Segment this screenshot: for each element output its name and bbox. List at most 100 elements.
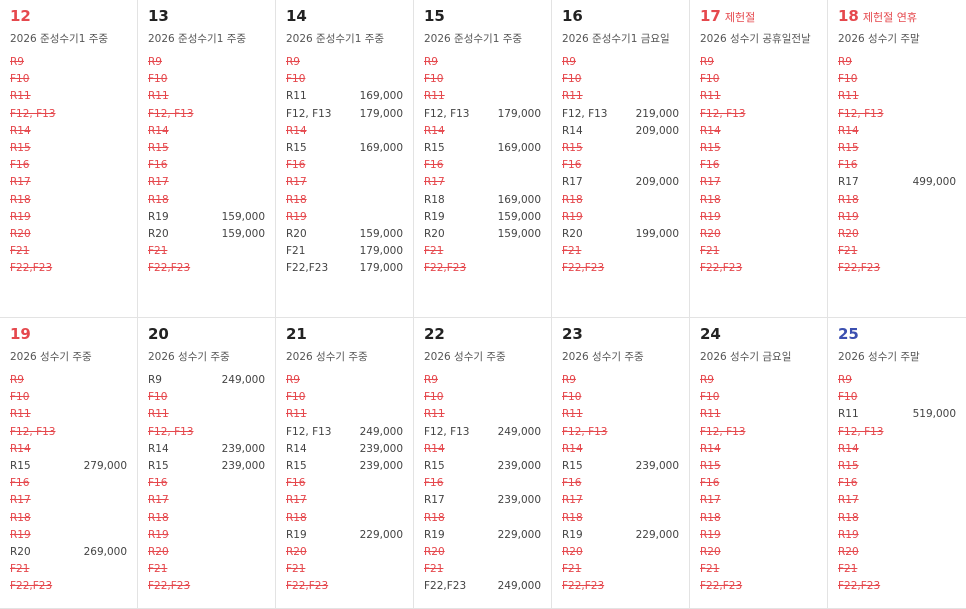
room-row: R15 [838, 458, 966, 475]
room-name: R19 [424, 210, 445, 223]
room-row: F10 [562, 71, 689, 88]
room-row: R11 [838, 88, 966, 105]
day-number: 18 [838, 7, 859, 25]
room-row[interactable]: F12, F13 249,000 [424, 424, 551, 441]
room-name: R20 [838, 545, 859, 558]
room-row[interactable]: R11 519,000 [838, 406, 966, 423]
room-row[interactable]: R9 249,000 [148, 372, 275, 389]
room-row[interactable]: R15 239,000 [424, 458, 551, 475]
room-name: F16 [148, 159, 168, 172]
room-price: 229,000 [359, 528, 403, 541]
room-name: R19 [148, 210, 169, 223]
room-row[interactable]: F22,F23 249,000 [424, 578, 551, 595]
room-price: 519,000 [912, 408, 956, 421]
room-row[interactable]: F12, F13 179,000 [286, 106, 413, 123]
room-price: 179,000 [497, 107, 541, 120]
room-row[interactable]: R20 159,000 [424, 226, 551, 243]
room-name: R19 [10, 210, 31, 223]
room-name: R17 [148, 494, 169, 507]
room-row[interactable]: R19 159,000 [424, 209, 551, 226]
room-row: F16 [700, 475, 827, 492]
room-row[interactable]: R17 499,000 [838, 174, 966, 191]
room-name: F22,F23 [148, 262, 191, 275]
room-row[interactable]: F22,F23 179,000 [286, 260, 413, 277]
room-row: R14 [10, 441, 137, 458]
room-row: R15 [700, 458, 827, 475]
room-row: R9 [286, 372, 413, 389]
room-row: R14 [838, 441, 966, 458]
room-row[interactable]: R15 279,000 [10, 458, 137, 475]
room-row[interactable]: F12, F13 249,000 [286, 424, 413, 441]
room-price: 279,000 [83, 459, 127, 472]
room-name: R18 [10, 193, 31, 206]
room-row[interactable]: R20 159,000 [286, 226, 413, 243]
room-row[interactable]: R14 209,000 [562, 123, 689, 140]
room-row[interactable]: R15 239,000 [286, 458, 413, 475]
room-row[interactable]: R19 159,000 [148, 209, 275, 226]
room-row: F22,F23 [700, 578, 827, 595]
room-row[interactable]: R15 169,000 [424, 140, 551, 157]
room-row[interactable]: R15 169,000 [286, 140, 413, 157]
room-row[interactable]: R11 169,000 [286, 88, 413, 105]
room-name: F10 [562, 391, 582, 404]
room-name: F16 [700, 477, 720, 490]
room-row[interactable]: R20 269,000 [10, 544, 137, 561]
room-row: F22,F23 [148, 578, 275, 595]
room-row: F21 [148, 243, 275, 260]
room-row: R20 [286, 544, 413, 561]
room-name: R9 [10, 374, 24, 386]
room-row: R15 [838, 140, 966, 157]
room-row[interactable]: R20 199,000 [562, 226, 689, 243]
room-name: R19 [562, 528, 583, 541]
room-row[interactable]: R17 239,000 [424, 492, 551, 509]
room-name: R9 [700, 374, 714, 386]
room-row: R11 [562, 88, 689, 105]
room-price: 159,000 [497, 227, 541, 240]
room-name: R14 [424, 124, 445, 137]
room-row: R9 [424, 54, 551, 71]
room-name: R19 [700, 210, 721, 223]
room-row[interactable]: R15 239,000 [148, 458, 275, 475]
room-row[interactable]: F12, F13 219,000 [562, 106, 689, 123]
room-row: R17 [700, 492, 827, 509]
room-price: 179,000 [359, 245, 403, 258]
day-header: 12 [10, 6, 137, 26]
room-row[interactable]: R14 239,000 [148, 441, 275, 458]
room-row[interactable]: R18 169,000 [424, 192, 551, 209]
day-header: 23 [562, 324, 689, 344]
day-cell: 23 2026 성수기 주중 R9 F10 R11 F12, F13 R14 R15 239,0… [552, 318, 690, 609]
room-name: F10 [838, 73, 858, 86]
room-row[interactable]: R15 239,000 [562, 458, 689, 475]
room-name: R15 [424, 141, 445, 154]
room-row: F12, F13 [148, 106, 275, 123]
room-row: R9 [562, 54, 689, 71]
room-name: R14 [286, 442, 307, 455]
room-row[interactable]: R17 209,000 [562, 174, 689, 191]
room-price: 239,000 [359, 442, 403, 455]
room-row: R14 [286, 123, 413, 140]
room-row: R14 [700, 123, 827, 140]
room-name: R19 [10, 528, 31, 541]
room-name: R18 [838, 511, 859, 524]
room-row[interactable]: R20 159,000 [148, 226, 275, 243]
room-row: F10 [148, 71, 275, 88]
room-row: R15 [148, 140, 275, 157]
room-row[interactable]: F12, F13 179,000 [424, 106, 551, 123]
room-row[interactable]: R14 239,000 [286, 441, 413, 458]
room-row: R18 [562, 510, 689, 527]
room-name: R17 [286, 176, 307, 189]
room-price: 239,000 [497, 459, 541, 472]
room-name: R14 [562, 124, 583, 137]
room-row[interactable]: R19 229,000 [286, 527, 413, 544]
room-name: F10 [286, 391, 306, 404]
room-row[interactable]: R19 229,000 [562, 527, 689, 544]
room-row: R20 [424, 544, 551, 561]
room-row: F12, F13 [10, 424, 137, 441]
room-row: R20 [838, 544, 966, 561]
room-name: F21 [10, 563, 30, 576]
season-label: 2026 성수기 공휴일전날 [700, 33, 811, 45]
room-row: R9 [562, 372, 689, 389]
room-row[interactable]: R19 229,000 [424, 527, 551, 544]
room-row[interactable]: F21 179,000 [286, 243, 413, 260]
room-row: F22,F23 [286, 578, 413, 595]
